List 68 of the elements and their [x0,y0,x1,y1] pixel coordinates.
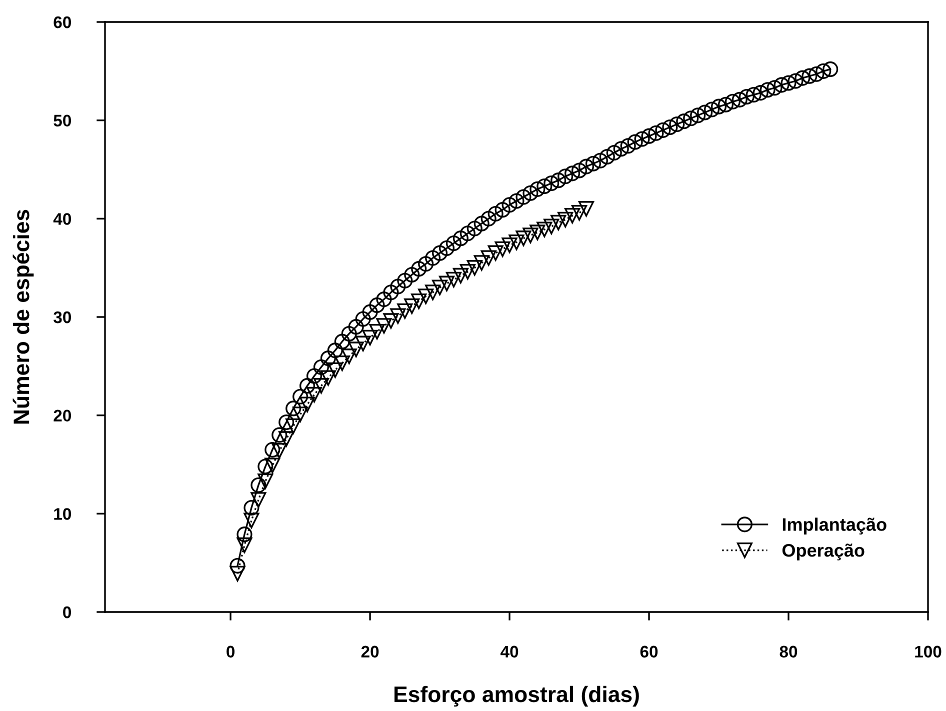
legend-label: Operação [782,544,864,560]
point [544,218,560,234]
point [306,386,322,402]
point [564,208,580,224]
point [494,241,510,257]
point [390,308,406,324]
x-tick-label: 40 [500,646,518,658]
point [348,342,364,358]
point [272,442,288,459]
point [466,260,482,276]
point [244,512,260,528]
point [299,396,316,412]
y-tick-label: 40 [53,213,71,225]
point [376,318,392,334]
point [292,406,308,422]
point [404,298,420,314]
point [411,293,427,310]
point [355,336,371,352]
point [550,214,566,230]
point [460,264,476,280]
x-tick-label: 80 [780,646,798,658]
point [474,255,490,271]
point [341,348,357,364]
point [432,280,448,296]
legend-label: Implantação [782,518,886,534]
point [522,228,538,244]
point [480,250,496,266]
y-tick-label: 30 [54,311,71,324]
point [578,201,594,217]
point [452,268,468,284]
point [250,492,266,508]
point [278,431,294,447]
x-tick-label: 0 [226,646,234,658]
point [334,355,350,371]
x-tick-label: 20 [361,646,379,658]
point [425,284,441,300]
y-tick-label: 50 [54,114,71,127]
point [369,324,385,340]
y-tick-label: 10 [54,508,71,520]
x-tick-label: 60 [640,646,658,658]
point [502,237,518,253]
point [438,276,455,292]
point [313,378,329,394]
point [230,566,246,582]
point [488,245,504,261]
point [258,473,274,489]
point [236,537,252,553]
point [320,370,336,386]
point [571,204,588,221]
point [383,313,399,329]
point [530,224,546,240]
y-tick-label: 0 [63,606,71,618]
point [286,418,302,434]
point [536,222,552,238]
point [397,303,413,319]
point [516,230,532,246]
x-axis-title: Esforço amostral (dias) [394,686,639,707]
y-tick-label: 60 [54,16,71,28]
x-tick-label: 100 [915,646,942,658]
y-tick-label: 20 [54,410,71,422]
point [418,288,434,304]
y-axis-title: Número de espécies [12,210,34,424]
point [446,272,462,288]
point [327,362,343,378]
point [362,330,378,346]
point [558,212,574,228]
point [508,234,524,250]
point [264,458,280,474]
